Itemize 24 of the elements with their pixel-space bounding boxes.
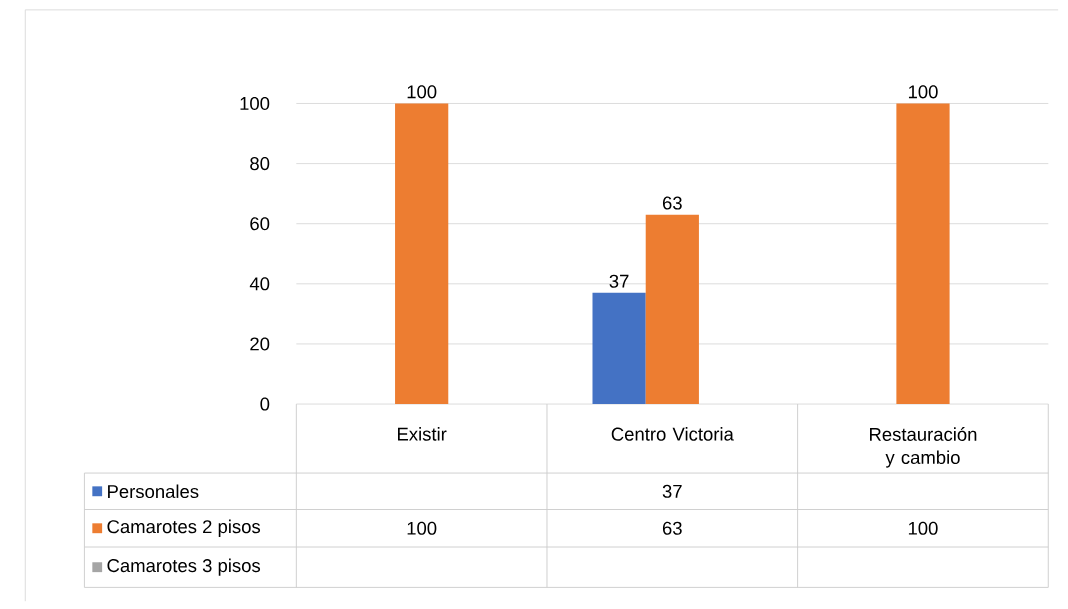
bar <box>645 214 699 405</box>
legend-label: Personales <box>108 484 199 499</box>
x-tick-label: Restauración y cambio <box>870 427 977 468</box>
text: 63 <box>662 521 682 535</box>
legend-label: Camarotes 2 pisos <box>107 519 261 537</box>
y-tick-label: 100 <box>240 96 270 111</box>
y-tick-label: 20 <box>250 337 270 351</box>
x-tick-label: Centro Victoria <box>611 427 734 441</box>
bar <box>592 292 646 405</box>
data-label: 37 <box>609 274 629 288</box>
y-tick-label: 60 <box>250 217 270 231</box>
data-label: 100 <box>407 85 437 99</box>
legend-label: Camarotes 3 pisos <box>107 558 261 576</box>
text: 100 <box>908 521 938 535</box>
data-label: 100 <box>908 85 938 99</box>
y-tick-label: 40 <box>249 277 270 291</box>
bar <box>395 103 449 405</box>
y-tick-label: 0 <box>260 397 270 411</box>
x-tick-label: Existir <box>398 427 447 441</box>
text: 100 <box>407 521 437 535</box>
text: 37 <box>662 484 682 498</box>
y-tick-label: 80 <box>250 157 270 171</box>
bar <box>896 103 950 405</box>
data-label: 63 <box>662 196 682 210</box>
